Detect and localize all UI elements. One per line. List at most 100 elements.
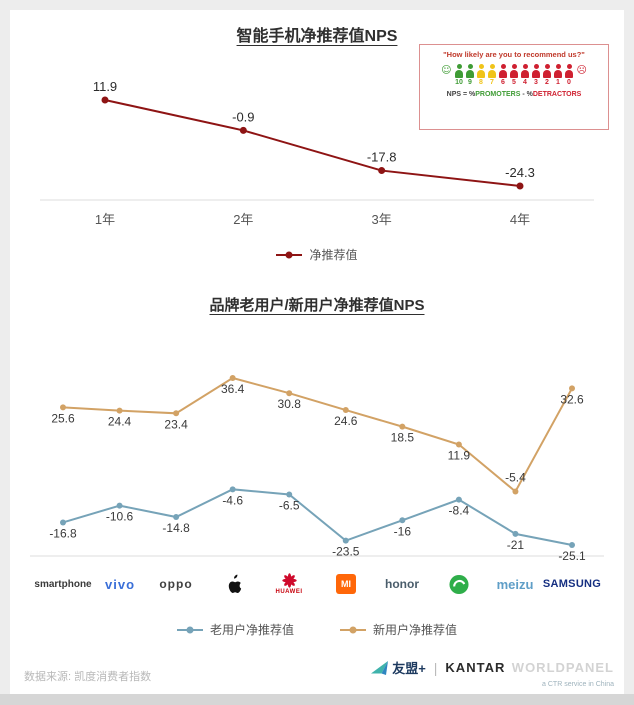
nps-scale-number: 1 bbox=[556, 79, 560, 86]
kantar-logo: KANTAR WORLDPANEL bbox=[445, 659, 614, 677]
data-point bbox=[455, 496, 462, 503]
series-line-0 bbox=[62, 488, 573, 546]
x-axis-label: 4年 bbox=[510, 212, 530, 227]
person-icon bbox=[498, 64, 509, 78]
data-point bbox=[455, 441, 462, 448]
data-point-label: -14.8 bbox=[162, 521, 190, 535]
nps-scale-number: 0 bbox=[567, 79, 571, 86]
brand-meizu: meizu bbox=[497, 564, 534, 604]
nps-scale-column: 8 bbox=[476, 64, 487, 86]
data-point bbox=[342, 537, 349, 544]
data-point bbox=[60, 519, 66, 526]
data-point-label: 23.4 bbox=[164, 417, 188, 431]
chart1-title: 智能手机净推荐值NPS bbox=[0, 22, 634, 46]
data-point-label: -10.6 bbox=[106, 510, 134, 524]
data-point bbox=[116, 407, 123, 414]
nps-scale-number: 10 bbox=[455, 79, 463, 86]
nps-scale-column: 10 bbox=[454, 64, 465, 86]
brand-samsung: SAMSUNG bbox=[543, 564, 601, 604]
nps-scale-number: 5 bbox=[512, 79, 516, 86]
legend-line-marker bbox=[276, 253, 303, 256]
person-icon bbox=[487, 64, 498, 78]
honor-wordmark: honor bbox=[385, 577, 419, 591]
data-point bbox=[229, 375, 236, 381]
data-point-label: -0.9 bbox=[232, 109, 254, 124]
nps-scale-column: 0 bbox=[564, 64, 575, 86]
data-point bbox=[116, 502, 123, 509]
nps-scale-column: 4 bbox=[520, 64, 531, 86]
nps-formula-minus: - % bbox=[520, 91, 533, 98]
data-point bbox=[399, 517, 406, 524]
oppo-logo: oppo bbox=[159, 577, 193, 591]
data-point-label: 11.9 bbox=[93, 79, 117, 94]
nps-scale-column: 7 bbox=[487, 64, 498, 86]
series-line-1 bbox=[62, 376, 573, 494]
x-axis-label: 3年 bbox=[372, 212, 392, 227]
huawei-flower-icon bbox=[281, 573, 297, 588]
data-point bbox=[173, 514, 180, 521]
data-point bbox=[286, 390, 293, 397]
legend-old-users: 老用户净推荐值 bbox=[176, 621, 294, 638]
nps-scale-number: 7 bbox=[490, 79, 494, 86]
kantar-wordmark: KANTAR bbox=[445, 659, 506, 675]
nps-scale-number: 9 bbox=[468, 79, 472, 86]
mi-logo-icon: MI bbox=[336, 574, 356, 594]
person-icon bbox=[465, 64, 476, 78]
bottom-gray-bar bbox=[0, 694, 634, 705]
series-line-0 bbox=[104, 99, 521, 187]
umeng-bird-icon bbox=[371, 660, 389, 675]
data-point-label: 11.9 bbox=[448, 449, 471, 463]
data-point-label: -23.5 bbox=[332, 545, 360, 559]
legend-new-users-label: 新用户净推荐值 bbox=[373, 623, 458, 637]
person-icon bbox=[553, 64, 564, 78]
brand-huawei: HUAWEI bbox=[276, 564, 303, 604]
data-point bbox=[239, 126, 247, 134]
data-point bbox=[512, 530, 519, 537]
chart2-title-text: 品牌老用户/新用户净推荐值NPS bbox=[209, 297, 425, 314]
legend-old-users-label: 老用户净推荐值 bbox=[209, 623, 294, 637]
vivo-logo: vivo bbox=[104, 576, 136, 592]
legend-nps: 净推荐值 bbox=[276, 246, 358, 263]
apple-logo-icon bbox=[228, 574, 242, 593]
chart1-title-text: 智能手机净推荐值NPS bbox=[236, 28, 398, 45]
samsung-wordmark: SAMSUNG bbox=[542, 578, 602, 590]
data-point-label: 24.6 bbox=[334, 414, 358, 428]
data-point-label: 36.4 bbox=[221, 382, 245, 396]
x-axis-label: 1年 bbox=[95, 212, 115, 227]
nps-scale-number: 8 bbox=[479, 79, 483, 86]
nps-formula-prefix: NPS = % bbox=[446, 91, 476, 98]
data-point-label: -24.3 bbox=[505, 165, 535, 180]
data-point bbox=[516, 182, 524, 190]
nps-scale-column: 9 bbox=[465, 64, 476, 86]
data-point-label: 30.8 bbox=[278, 397, 302, 411]
brand-gionee bbox=[449, 564, 470, 604]
data-point bbox=[512, 488, 519, 495]
umeng-wordmark: 友盟+ bbox=[392, 661, 426, 676]
data-point-label: 25.6 bbox=[51, 411, 75, 425]
x-axis-label: 2年 bbox=[233, 212, 253, 227]
data-point-label: -4.6 bbox=[222, 493, 243, 507]
legend-nps-label: 净推荐值 bbox=[309, 248, 358, 262]
brand-xiaomi: MI bbox=[336, 564, 356, 604]
data-point-label: -6.5 bbox=[279, 498, 300, 512]
person-icon bbox=[531, 64, 542, 78]
data-point-label: 32.6 bbox=[560, 392, 584, 406]
legend-line-marker-new bbox=[340, 628, 366, 631]
brand-smartphone: smartphone bbox=[34, 564, 91, 604]
chart1-legend: 净推荐值 bbox=[0, 246, 634, 263]
nps-explainer-inset: "How likely are you to recommend us?" ☺ … bbox=[419, 44, 609, 130]
person-icon bbox=[454, 64, 465, 78]
nps-formula-detractors: DETRACTORS bbox=[532, 91, 582, 98]
footer-logos: 友盟+ | KANTAR WORLDPANEL bbox=[371, 658, 614, 677]
nps-formula: NPS = %PROMOTERS - %DETRACTORS bbox=[420, 91, 608, 98]
data-point bbox=[60, 404, 66, 411]
nps-scale-row: ☺ 10 9 8 7 6 5 4 3 2 1 0 ☹ bbox=[420, 64, 608, 86]
data-point bbox=[173, 410, 180, 417]
nps-people-scale: 10 9 8 7 6 5 4 3 2 1 0 bbox=[454, 64, 575, 86]
ctr-service-note: a CTR service in China bbox=[542, 681, 614, 688]
nps-scale-column: 2 bbox=[542, 64, 553, 86]
nps-scale-number: 4 bbox=[523, 79, 527, 86]
data-point-label: -17.8 bbox=[367, 150, 397, 165]
data-point-label: -21 bbox=[507, 538, 525, 552]
